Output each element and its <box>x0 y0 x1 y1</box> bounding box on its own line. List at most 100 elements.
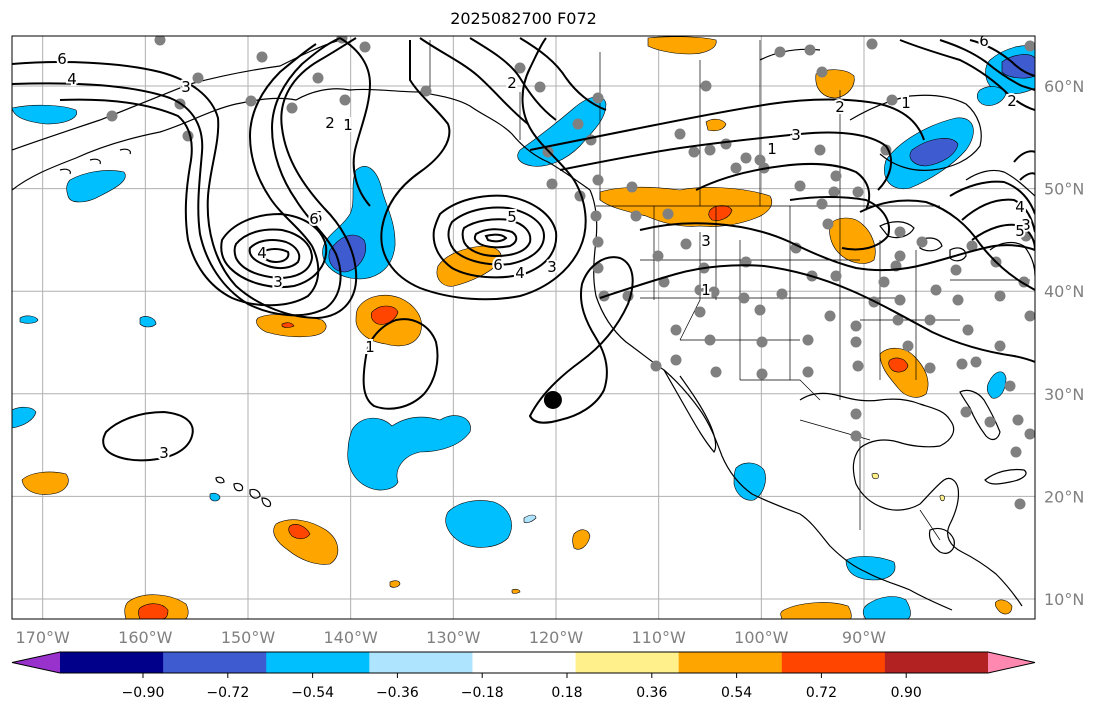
contour-label: 2 <box>507 74 517 92</box>
lon-tick-label: 140°W <box>323 628 378 647</box>
station-dot <box>106 110 118 122</box>
station-dot <box>1004 380 1016 392</box>
station-dot <box>670 354 682 366</box>
station-dot <box>592 236 604 248</box>
station-dot <box>894 294 906 306</box>
lat-tick-label: 10°N <box>1044 590 1084 609</box>
station-dot <box>286 102 298 114</box>
station-dot <box>956 358 968 370</box>
contour-label: 2 <box>1007 92 1017 110</box>
colorbar-tick-label: −0.54 <box>291 685 334 701</box>
lon-tick-label: 130°W <box>426 628 481 647</box>
contour-label: 4 <box>257 244 267 262</box>
station-dot <box>420 85 432 97</box>
station-dot <box>312 72 324 84</box>
lon-tick-label: 160°W <box>118 628 173 647</box>
colorbar-tick-label: 0.90 <box>891 685 922 701</box>
station-dot <box>359 41 371 53</box>
station-dot <box>850 320 862 332</box>
station-dot <box>960 406 972 418</box>
station-dot <box>339 94 351 106</box>
colorbar-box <box>60 652 164 673</box>
station-dot <box>804 44 816 56</box>
station-dot <box>878 276 890 288</box>
colorbar-box <box>678 652 783 673</box>
lat-tick-label: 50°N <box>1044 180 1084 199</box>
station-dot <box>708 286 720 298</box>
station-dot <box>886 94 898 106</box>
latitude-tick-labels: 10°N 20°N 30°N 40°N 50°N 60°N <box>1044 77 1084 609</box>
contour-label: 1 <box>365 338 375 356</box>
station-dot <box>814 144 826 156</box>
station-dot <box>1024 40 1035 52</box>
station-dot <box>710 366 722 378</box>
station-dot <box>700 80 712 92</box>
colorbar-tick-label: −0.36 <box>376 685 419 701</box>
lat-tick-label: 60°N <box>1044 77 1084 96</box>
contour-label: 1 <box>767 140 777 158</box>
station-dot <box>802 334 814 346</box>
station-dot <box>534 81 546 93</box>
station-dot <box>756 336 768 348</box>
lon-tick-label: 100°W <box>734 628 789 647</box>
station-dot <box>822 218 834 230</box>
station-dot <box>830 270 842 282</box>
station-dot <box>802 366 814 378</box>
station-dot <box>852 186 864 198</box>
station-dot <box>756 368 768 380</box>
station-dot <box>1010 446 1022 458</box>
lon-tick-label: 150°W <box>221 628 276 647</box>
contour-label: 4 <box>67 70 77 88</box>
station-dot <box>720 138 732 150</box>
station-dot <box>994 340 1006 352</box>
station-dot <box>994 290 1006 302</box>
station-dot <box>776 288 788 300</box>
orange-anomaly-pnw <box>599 186 773 227</box>
contour-label: 6 <box>979 32 989 50</box>
station-dot <box>830 170 842 182</box>
blue-anomaly-subtropical <box>347 415 471 491</box>
station-dot <box>824 310 836 322</box>
station-dot <box>984 416 996 428</box>
station-dot <box>694 306 706 318</box>
colorbar-box <box>266 652 370 673</box>
station-dot <box>192 72 204 84</box>
gridlines <box>12 36 1035 619</box>
contour-label: 5 <box>1015 222 1025 240</box>
station-dot <box>850 408 862 420</box>
station-dot <box>902 340 914 352</box>
colorbar <box>11 651 1036 678</box>
station-dot <box>850 336 862 348</box>
station-dot <box>1012 414 1024 426</box>
lon-tick-label: 120°W <box>529 628 584 647</box>
station-dot <box>740 152 752 164</box>
contour-label: 1 <box>343 116 353 134</box>
station-dot <box>930 284 942 296</box>
station-dot <box>774 46 786 58</box>
station-dot <box>894 226 906 238</box>
station-markers <box>106 36 1035 510</box>
colorbar-tick-labels: −0.90 −0.72 −0.54 −0.36 −0.18 0.18 0.36 0.54 0.7… <box>122 685 922 701</box>
contour-label: 5 <box>507 208 517 226</box>
station-dot <box>245 95 257 107</box>
contour-label: 6 <box>309 210 319 228</box>
station-dot <box>680 238 692 250</box>
station-dot <box>674 128 686 140</box>
contour-label: 6 <box>57 50 67 68</box>
map-title: 2025082700 F072 <box>450 9 597 28</box>
contour-label: 3 <box>791 126 801 144</box>
contour-label: 6 <box>493 256 503 274</box>
longitude-tick-labels: 170°W 160°W 150°W 140°W 130°W 120°W 110°W 100°W… <box>15 628 886 647</box>
colorbar-box <box>575 652 680 673</box>
contour-label: 3 <box>701 232 711 250</box>
contour-label: 3 <box>159 444 169 462</box>
station-dot <box>1014 498 1026 510</box>
station-dot <box>514 62 526 74</box>
contour-label: 1 <box>901 94 911 112</box>
station-dot <box>894 250 906 262</box>
station-dot <box>966 240 978 252</box>
station-dot <box>852 360 864 372</box>
coastlines <box>12 39 1035 611</box>
colorbar-tick-label: 0.72 <box>806 685 837 701</box>
